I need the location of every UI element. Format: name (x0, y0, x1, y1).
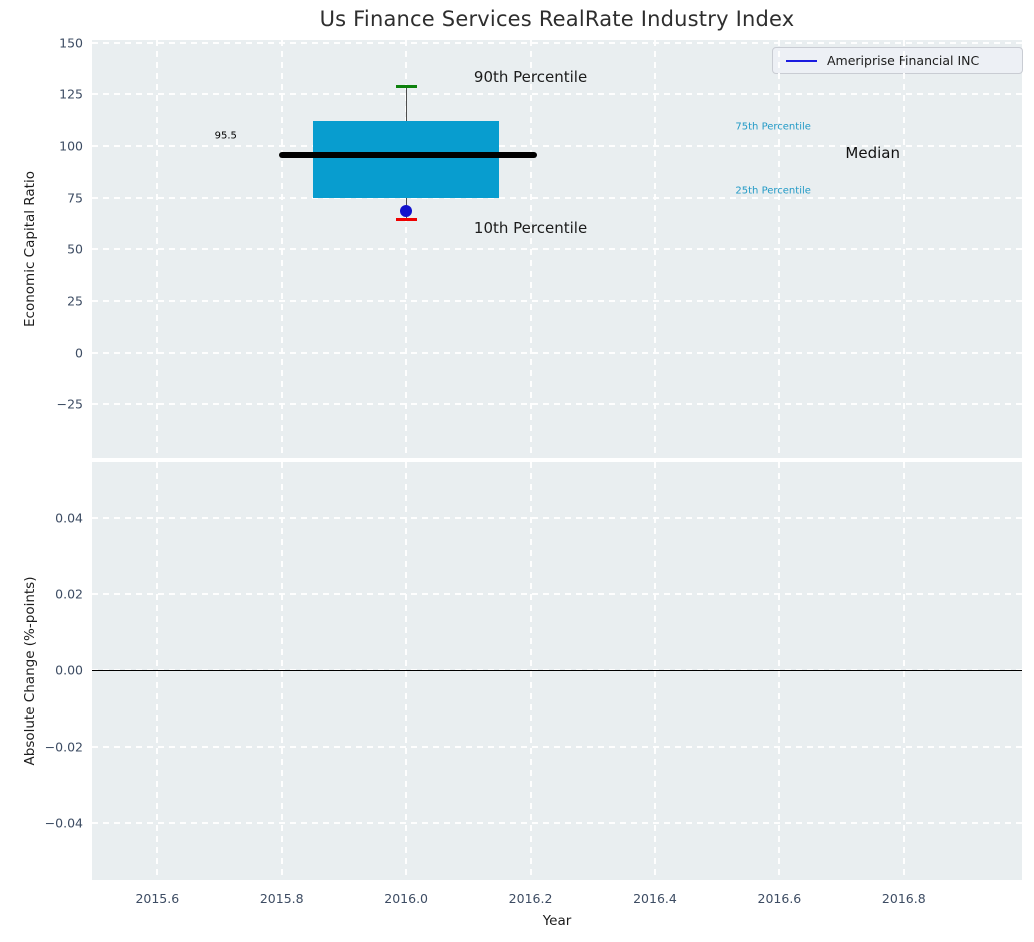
x-tick-label: 2015.6 (135, 891, 180, 906)
x-tick-label: 2016.4 (633, 891, 677, 906)
x-tick-label: 2016.6 (757, 891, 802, 906)
gridline-y (92, 351, 1022, 354)
chart-title: Us Finance Services RealRate Industry In… (319, 7, 795, 31)
x-axis-label: Year (542, 913, 572, 929)
annotation: Median (845, 144, 900, 163)
y-tick-label: 125 (59, 86, 83, 102)
x-tick-label: 2016.0 (384, 891, 429, 906)
legend: Ameriprise Financial INC (772, 47, 1023, 74)
y-tick-label: −0.04 (44, 815, 83, 831)
gridline-y (92, 403, 1022, 406)
y-tick-label: 100 (59, 138, 83, 154)
gridline-y (92, 41, 1022, 44)
annotation: 90th Percentile (473, 67, 588, 86)
gridline-y (92, 196, 1022, 199)
annotation: 75th Percentile (735, 121, 811, 133)
y-tick-label: −0.02 (44, 739, 83, 755)
y-tick-label: 75 (67, 190, 83, 206)
gridline-y (92, 517, 1022, 519)
gridline-y (92, 144, 1022, 147)
y-tick-label: −25 (56, 396, 83, 412)
y-tick-label: 0.02 (55, 586, 83, 602)
y-tick-label: 50 (67, 241, 83, 257)
y-tick-label: 0 (75, 345, 83, 361)
gridline-y (92, 93, 1022, 96)
gridline-y (92, 745, 1022, 748)
median-line (278, 152, 537, 159)
box-iqr (312, 121, 500, 198)
y-tick-label: 0.00 (55, 662, 83, 678)
x-tick-label: 2016.2 (508, 891, 553, 906)
gridline-y (92, 593, 1022, 596)
annotation: 95.5 (214, 130, 237, 142)
zero-line (92, 669, 1022, 672)
x-tick-label: 2015.8 (259, 891, 304, 906)
annotation: 25th Percentile (735, 185, 811, 197)
annotation: 10th Percentile (473, 218, 588, 237)
x-tick-label: 2016.8 (881, 891, 926, 906)
y-tick-label: 25 (67, 293, 83, 309)
gridline-y (92, 248, 1022, 251)
y-tick-label: 0.04 (55, 510, 83, 526)
p90-cap (395, 84, 417, 88)
gridline-y (92, 821, 1022, 824)
gridline-y (92, 299, 1022, 302)
legend-line-swatch (786, 59, 817, 62)
y-tick-label: 150 (59, 35, 83, 51)
p10-cap (395, 217, 417, 221)
company-point (400, 205, 413, 218)
